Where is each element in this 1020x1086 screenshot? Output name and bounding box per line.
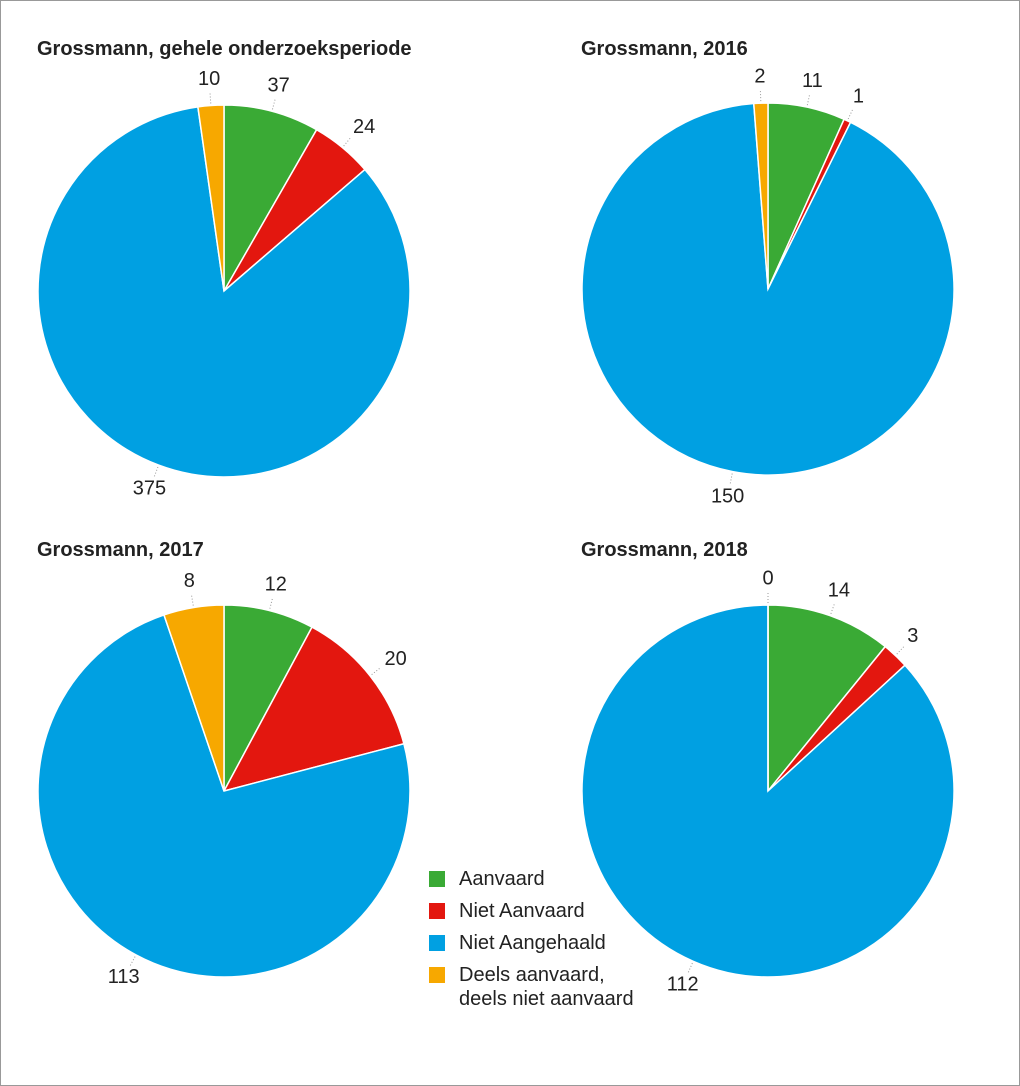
chart-title: Grossmann, gehele onderzoeksperiode xyxy=(37,38,412,60)
legend-label: Niet Aanvaard xyxy=(459,900,585,922)
leader-line xyxy=(128,956,136,968)
data-label: 1 xyxy=(853,86,864,108)
leader-line xyxy=(847,107,854,120)
legend-swatch xyxy=(429,935,445,951)
leader-line xyxy=(209,91,212,104)
data-label: 20 xyxy=(385,648,407,670)
legend-entry: Niet Aangehaald xyxy=(429,931,649,955)
data-label: 3 xyxy=(907,625,918,647)
data-label: 150 xyxy=(711,485,744,507)
pie-slice xyxy=(197,104,225,292)
legend-entry: Aanvaard xyxy=(429,867,649,891)
legend-label: Niet Aangehaald xyxy=(459,932,606,954)
data-label: 24 xyxy=(353,116,375,138)
chart-title: Grossmann, 2018 xyxy=(581,539,748,561)
leader-line xyxy=(830,602,836,614)
leader-line xyxy=(896,644,906,655)
pie-slice xyxy=(767,604,887,794)
data-label: 10 xyxy=(198,68,220,90)
legend-entry: Deels aanvaard, deels niet aanvaard xyxy=(429,963,649,1011)
leader-line xyxy=(271,97,277,110)
data-label: 113 xyxy=(108,966,140,988)
pie-slice xyxy=(223,104,318,294)
data-label: 0 xyxy=(762,567,773,589)
pie-slice xyxy=(222,626,405,793)
chart-title: Grossmann, 2016 xyxy=(581,38,748,60)
data-label: 2 xyxy=(754,65,765,87)
leader-line xyxy=(269,596,274,609)
legend-swatch xyxy=(429,871,445,887)
data-label: 37 xyxy=(268,74,290,96)
legend-swatch xyxy=(429,903,445,919)
legend-entry: Niet Aanvaard xyxy=(429,899,649,923)
data-label: 14 xyxy=(828,579,850,601)
pie-slice xyxy=(37,105,411,478)
legend-swatch xyxy=(429,967,445,983)
leader-line xyxy=(371,666,382,676)
pie-slice xyxy=(752,102,769,290)
data-label: 375 xyxy=(133,478,166,500)
leader-line xyxy=(343,136,352,147)
leader-line xyxy=(806,93,811,106)
pie-slice xyxy=(223,604,314,792)
leader-line xyxy=(153,466,159,479)
pie-slice xyxy=(163,604,225,792)
pie-slice xyxy=(37,613,411,978)
pie-slice xyxy=(581,102,955,476)
legend-label: Deels aanvaard, deels niet aanvaard xyxy=(459,964,634,1010)
legend: Aanvaard Niet Aanvaard Niet Aangehaald Deel… xyxy=(429,867,649,1019)
data-label: 12 xyxy=(265,574,287,596)
data-label: 8 xyxy=(184,570,195,592)
chart-title: Grossmann, 2017 xyxy=(37,539,204,561)
legend-label: Aanvaard xyxy=(459,868,545,890)
data-label: 11 xyxy=(802,70,823,92)
leader-line xyxy=(729,473,733,486)
data-label: 112 xyxy=(667,973,699,995)
leader-line xyxy=(190,593,194,606)
leader-line xyxy=(687,962,693,975)
